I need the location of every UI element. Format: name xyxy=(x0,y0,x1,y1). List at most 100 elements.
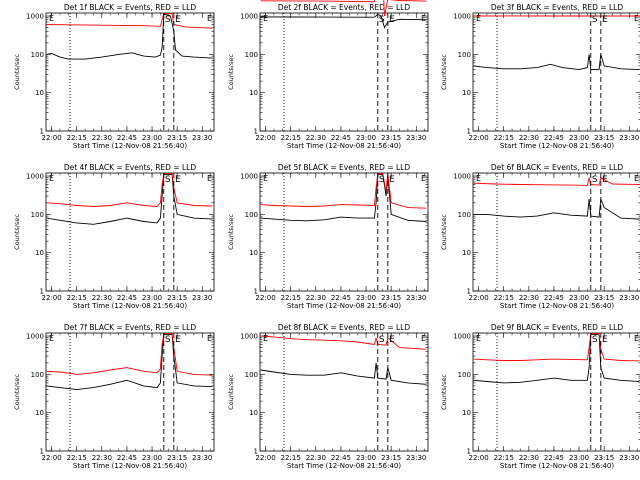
marker-e: E xyxy=(389,335,395,345)
y-tick-label: 10 xyxy=(462,89,471,97)
x-tick-label: 23:15 xyxy=(594,454,614,462)
x-tick-label: 22:30 xyxy=(519,294,539,302)
x-axis-label: Start Time (12-Nov-08 21:56:40) xyxy=(500,142,614,150)
events-line xyxy=(260,362,427,385)
corner-e-left: E xyxy=(476,334,481,343)
corner-e-right: E xyxy=(634,14,639,23)
y-tick-label: 10 xyxy=(249,89,258,97)
marker-s: S xyxy=(165,335,171,345)
plot-frame xyxy=(259,12,429,132)
panel-title: Det 4f BLACK = Events, RED = LLD xyxy=(64,163,197,172)
x-tick-label: 23:30 xyxy=(192,134,212,142)
y-tick-label: 1000 xyxy=(453,333,471,341)
events-line xyxy=(473,198,640,220)
corner-e-right: E xyxy=(634,174,639,183)
corner-e-left: E xyxy=(476,14,481,23)
x-tick-label: 22:30 xyxy=(92,294,112,302)
x-tick-label: 22:30 xyxy=(306,454,326,462)
panel-6: Det 6f BLACK = Events, RED = LLD 1 10 100 10… xyxy=(440,163,640,310)
x-tick-label: 22:45 xyxy=(331,294,351,302)
x-tick-label: 23:00 xyxy=(356,294,376,302)
y-tick-label: 10 xyxy=(35,89,44,97)
y-tick-label: 10 xyxy=(35,409,44,417)
y-tick-label: 1000 xyxy=(26,333,44,341)
corner-e-left: E xyxy=(49,14,54,23)
x-tick-label: 23:00 xyxy=(142,134,162,142)
lld-line xyxy=(46,13,213,29)
y-tick-label: 10 xyxy=(462,249,471,257)
x-tick-label: 23:30 xyxy=(619,134,639,142)
plot-frame xyxy=(45,12,215,132)
x-tick-label: 22:45 xyxy=(544,294,564,302)
events-line xyxy=(46,13,213,60)
corner-e-right: E xyxy=(421,174,426,183)
panel-4: Det 4f BLACK = Events, RED = LLD 1 10 100 10… xyxy=(13,163,215,310)
x-tick-label: 23:30 xyxy=(406,134,426,142)
x-tick-label: 22:15 xyxy=(281,454,301,462)
y-tick-label: 100 xyxy=(245,211,258,219)
x-tick-label: 23:30 xyxy=(192,454,212,462)
x-tick-label: 22:00 xyxy=(255,454,275,462)
x-tick-label: 23:15 xyxy=(167,294,187,302)
marker-e: E xyxy=(389,15,395,25)
panel-title: Det 9f BLACK = Events, RED = LLD xyxy=(491,323,624,332)
marker-e: E xyxy=(602,15,608,25)
events-line xyxy=(260,173,427,222)
y-tick-label: 10 xyxy=(35,249,44,257)
marker-s: S xyxy=(379,335,385,345)
y-tick-label: 1000 xyxy=(240,333,258,341)
marker-s: S xyxy=(592,335,598,345)
lld-line xyxy=(260,335,427,350)
x-tick-label: 22:00 xyxy=(255,134,275,142)
marker-s: S xyxy=(379,175,385,185)
plot-frame xyxy=(472,172,640,292)
x-tick-label: 22:45 xyxy=(544,134,564,142)
lld-line xyxy=(473,333,640,362)
x-tick-label: 22:30 xyxy=(306,294,326,302)
y-tick-label: 1 xyxy=(467,448,471,456)
x-axis-label: Start Time (12-Nov-08 21:56:40) xyxy=(73,142,187,150)
x-axis-label: Start Time (12-Nov-08 21:56:40) xyxy=(73,302,187,310)
panel-title: Det 5f BLACK = Events, RED = LLD xyxy=(278,163,411,172)
corner-e-right: E xyxy=(207,14,212,23)
marker-e: E xyxy=(175,175,181,185)
y-tick-label: 1 xyxy=(254,288,258,296)
x-tick-label: 22:30 xyxy=(519,454,539,462)
y-tick-label: 100 xyxy=(31,51,44,59)
x-tick-label: 22:15 xyxy=(281,294,301,302)
x-axis-label: Start Time (12-Nov-08 21:56:40) xyxy=(500,462,614,470)
marker-e: E xyxy=(389,175,395,185)
x-tick-label: 22:00 xyxy=(468,134,488,142)
y-tick-label: 1 xyxy=(467,288,471,296)
corner-e-left: E xyxy=(263,174,268,183)
x-tick-label: 23:30 xyxy=(406,454,426,462)
x-tick-label: 22:15 xyxy=(494,294,514,302)
x-tick-label: 23:00 xyxy=(569,454,589,462)
x-tick-label: 23:30 xyxy=(619,294,639,302)
marker-e: E xyxy=(175,335,181,345)
x-tick-label: 23:15 xyxy=(167,454,187,462)
y-tick-label: 1 xyxy=(40,448,44,456)
y-tick-label: 100 xyxy=(245,371,258,379)
y-tick-label: 1000 xyxy=(240,173,258,181)
corner-e-right: E xyxy=(421,334,426,343)
x-tick-label: 23:15 xyxy=(594,294,614,302)
x-tick-label: 22:00 xyxy=(41,294,61,302)
y-tick-label: 1 xyxy=(254,128,258,136)
y-axis-label: Counts/sec xyxy=(227,214,235,250)
x-axis-label: Start Time (12-Nov-08 21:56:40) xyxy=(287,462,401,470)
y-axis-label: Counts/sec xyxy=(227,374,235,410)
marker-s: S xyxy=(165,175,171,185)
marker-s: S xyxy=(165,15,171,25)
x-axis-label: Start Time (12-Nov-08 21:56:40) xyxy=(287,142,401,150)
y-tick-label: 1 xyxy=(40,288,44,296)
corner-e-right: E xyxy=(421,14,426,23)
y-tick-label: 100 xyxy=(458,51,471,59)
x-tick-label: 23:15 xyxy=(381,294,401,302)
x-axis-label: Start Time (12-Nov-08 21:56:40) xyxy=(287,302,401,310)
x-tick-label: 22:00 xyxy=(255,294,275,302)
y-tick-label: 1 xyxy=(40,128,44,136)
y-tick-label: 1000 xyxy=(453,173,471,181)
plot-frame xyxy=(259,172,429,292)
